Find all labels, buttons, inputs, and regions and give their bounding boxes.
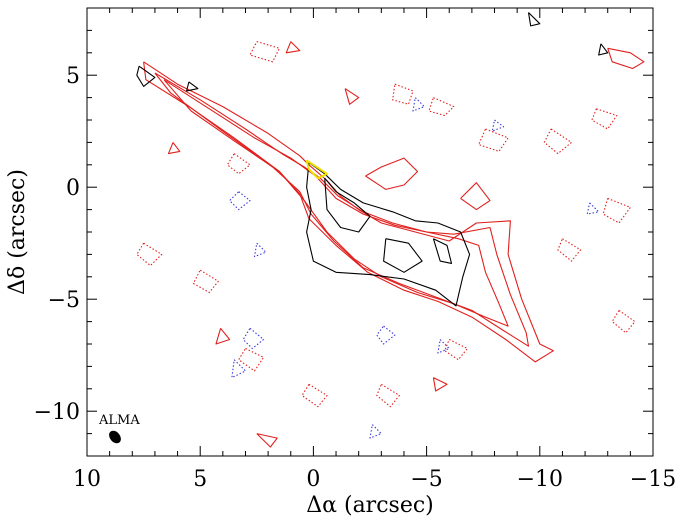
- y-tick-label: 5: [66, 64, 80, 89]
- contour-line: [428, 97, 455, 117]
- contour-line: [231, 359, 247, 379]
- contour-line: [369, 424, 382, 439]
- contour-line: [460, 182, 491, 211]
- contour-line: [392, 83, 414, 105]
- contour-line: [256, 433, 278, 448]
- contour-line: [543, 128, 573, 155]
- contour-line: [586, 202, 600, 215]
- contour-line: [376, 325, 396, 345]
- contour-line: [376, 383, 400, 408]
- contour-line: [306, 162, 471, 307]
- contour-line: [253, 242, 267, 258]
- contour-line: [591, 108, 618, 130]
- contour-line: [437, 339, 450, 354]
- contour-line: [226, 153, 251, 175]
- contour-line: [305, 159, 328, 180]
- contour-line: [432, 238, 453, 264]
- contour-line: [598, 43, 609, 56]
- contour-line: [365, 157, 419, 190]
- y-tick-label: −5: [48, 288, 80, 313]
- contour-line: [167, 142, 181, 155]
- contour-line: [154, 72, 530, 347]
- contour-line: [229, 191, 251, 211]
- y-tick-label: −10: [34, 400, 80, 425]
- x-tick-label: −10: [517, 467, 563, 492]
- tick-labels: 10 5 0 −5 −10 −15 5 0 −5 −10: [34, 64, 677, 492]
- contour-line: [344, 88, 360, 105]
- contour-line: [557, 238, 582, 262]
- contour-series: [136, 41, 636, 408]
- y-tick-label: 0: [66, 176, 80, 201]
- contour-line: [383, 238, 423, 273]
- contour-line: [478, 128, 509, 152]
- contour-series: [229, 97, 600, 439]
- contour-line: [285, 41, 301, 54]
- beam-label: ALMA: [98, 413, 140, 428]
- tick-marks: [86, 7, 654, 457]
- contour-line: [136, 242, 163, 267]
- contour-layer: [136, 12, 645, 448]
- contour-line: [324, 177, 371, 233]
- contour-line: [186, 81, 199, 92]
- contour-line: [192, 269, 219, 294]
- x-tick-label: 0: [306, 467, 320, 492]
- contour-line: [432, 377, 448, 392]
- contour-line: [611, 309, 636, 334]
- contour-line: [249, 41, 280, 63]
- x-tick-label: 10: [73, 467, 101, 492]
- contour-line: [412, 97, 425, 112]
- x-tick-label: −15: [630, 467, 676, 492]
- contour-series: [136, 12, 609, 307]
- contour-line: [215, 327, 231, 345]
- contour-line: [301, 383, 328, 408]
- x-axis-title: Δα (arcsec): [306, 493, 434, 518]
- y-axis-title: Δδ (arcsec): [5, 169, 30, 295]
- x-tick-label: 5: [193, 467, 207, 492]
- contour-line: [602, 197, 631, 224]
- x-tick-label: −5: [410, 467, 442, 492]
- contour-line: [527, 12, 541, 27]
- contour-line: [163, 79, 509, 327]
- contour-line: [143, 61, 554, 363]
- contour-line: [238, 348, 265, 372]
- contour-series: [143, 41, 645, 448]
- contour-line: [136, 65, 156, 87]
- beam-ellipse: [109, 430, 121, 444]
- contour-line: [242, 327, 265, 350]
- contour-line: [607, 47, 645, 70]
- contour-series: [305, 159, 328, 180]
- contour-line: [444, 339, 468, 361]
- contour-line: [491, 119, 505, 132]
- plot-frame: [86, 7, 654, 457]
